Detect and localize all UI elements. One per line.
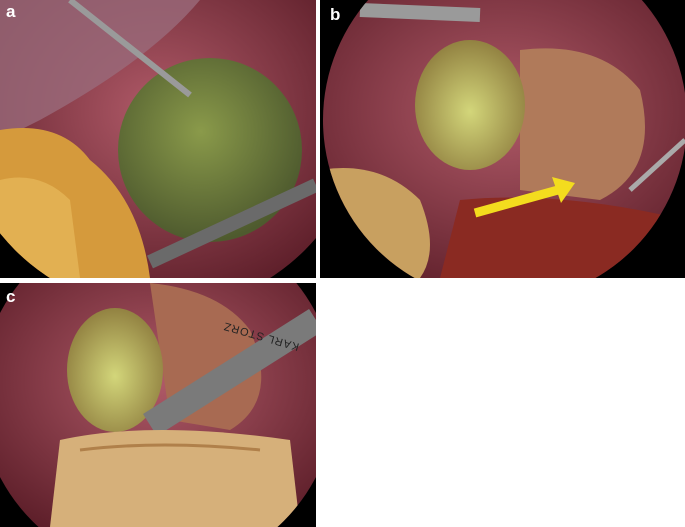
panel-c: KARL STORZ c bbox=[0, 283, 316, 527]
panel-a: a bbox=[0, 0, 316, 278]
panel-label: a bbox=[6, 2, 16, 21]
panel-label: b bbox=[330, 5, 340, 24]
panel-b: b bbox=[320, 0, 685, 278]
panel-label: c bbox=[6, 287, 15, 306]
